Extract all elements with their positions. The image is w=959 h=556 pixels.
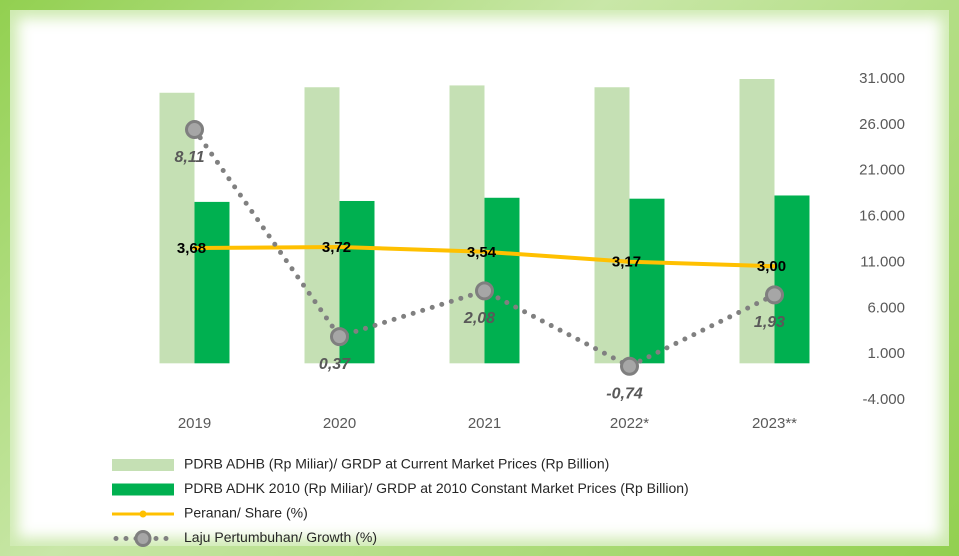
- y2-tick-label: 26.000: [859, 116, 905, 133]
- legend-swatch: [112, 459, 174, 471]
- y2-tick-label: -4.000: [862, 391, 905, 408]
- y2-tick-label: 11.000: [860, 253, 905, 270]
- line: [192, 244, 777, 269]
- x-tick-label: 2022*: [610, 415, 649, 432]
- line: [192, 127, 777, 370]
- data-label: 0,37: [319, 356, 351, 373]
- data-label: 3,72: [322, 239, 351, 256]
- marker: [765, 285, 784, 305]
- marker: [475, 281, 494, 301]
- x-tick-label: 2023**: [752, 415, 797, 432]
- y2-tick-label: 1.000: [867, 345, 905, 362]
- legend-swatch: [134, 530, 152, 547]
- bar: [629, 198, 665, 364]
- data-label: 2,08: [463, 310, 495, 327]
- marker: [620, 356, 639, 376]
- data-label: 1,93: [754, 314, 785, 331]
- data-label: 3,00: [757, 258, 786, 275]
- bar: [594, 87, 630, 364]
- x-tick-label: 2021: [468, 415, 501, 432]
- y2-tick-label: 21.000: [859, 162, 905, 179]
- bar: [159, 92, 195, 364]
- legend-label: PDRB ADHB (Rp Miliar)/ GRDP at Current M…: [184, 456, 609, 472]
- data-label: -0,74: [606, 386, 643, 403]
- y2-tick-label: 31.000: [859, 70, 905, 87]
- bar: [739, 79, 775, 364]
- bar: [774, 195, 810, 364]
- bar: [449, 85, 485, 364]
- legend-label: PDRB ADHK 2010 (Rp Miliar)/ GRDP at 2010…: [184, 480, 689, 496]
- data-label: 3,68: [177, 240, 206, 257]
- data-label: 3,54: [467, 244, 497, 261]
- bar: [484, 197, 520, 364]
- marker: [330, 327, 349, 347]
- legend-swatch: [112, 483, 174, 496]
- x-tick-label: 2019: [178, 415, 211, 432]
- y2-tick-label: 16.000: [859, 208, 905, 225]
- legend-swatch: [139, 510, 147, 518]
- legend-label: Laju Pertumbuhan/ Growth (%): [184, 529, 377, 545]
- bar: [194, 201, 230, 364]
- bar: [304, 87, 340, 364]
- y2-tick-label: 6.000: [867, 299, 905, 316]
- x-tick-label: 2020: [323, 415, 356, 432]
- data-label: 8,11: [175, 149, 205, 166]
- marker: [185, 120, 204, 140]
- legend-label: Peranan/ Share (%): [184, 505, 308, 521]
- data-label: 3,17: [612, 254, 641, 271]
